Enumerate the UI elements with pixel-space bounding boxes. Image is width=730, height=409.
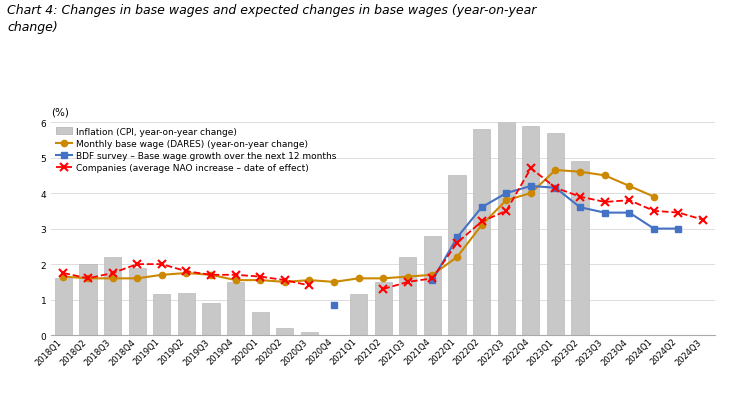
Bar	[276, 328, 293, 335]
Bar	[80, 265, 96, 335]
Text: (%): (%)	[51, 108, 69, 117]
Bar	[227, 282, 245, 335]
Bar	[301, 332, 318, 335]
Bar	[572, 162, 588, 335]
Bar	[350, 294, 367, 335]
Bar	[498, 119, 515, 335]
Bar	[448, 176, 466, 335]
Bar	[153, 294, 170, 335]
Bar	[202, 303, 220, 335]
Bar	[128, 268, 146, 335]
Legend: Inflation (CPI, year-on-year change), Monthly base wage (DARES) (year-on-year ch: Inflation (CPI, year-on-year change), Mo…	[55, 127, 337, 173]
Bar	[399, 257, 416, 335]
Bar	[104, 257, 121, 335]
Bar	[252, 312, 269, 335]
Bar	[424, 236, 441, 335]
Bar	[547, 133, 564, 335]
Bar	[55, 279, 72, 335]
Bar	[522, 126, 539, 335]
Bar	[178, 293, 195, 335]
Text: Chart 4: Changes in base wages and expected changes in base wages (year-on-year
: Chart 4: Changes in base wages and expec…	[7, 4, 537, 34]
Bar	[473, 130, 491, 335]
Bar	[374, 282, 392, 335]
